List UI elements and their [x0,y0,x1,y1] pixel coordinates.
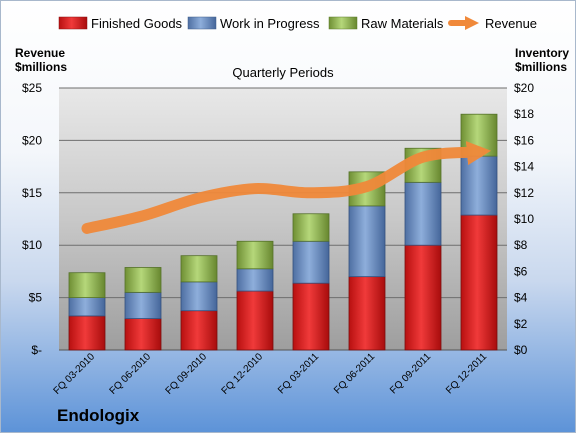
bar-work-in-progress [124,291,162,319]
legend-swatch-finished-goods [58,16,88,30]
bar-work-in-progress [180,281,218,312]
category-label: FQ 06-2011 [332,351,377,396]
right-tick-label: $18 [514,107,534,121]
category-label: FQ 09-2011 [388,351,433,396]
bar-raw-materials [180,255,218,283]
right-tick-label: $4 [514,291,528,305]
left-tick-label: $25 [22,81,42,95]
legend-label-raw-materials: Raw Materials [361,16,444,31]
legend-label-work-in-progress: Work in Progress [220,16,320,31]
bar-finished-goods [68,315,106,351]
left-axis-title-line2: $millions [15,60,67,74]
category-label: FQ 12-2011 [444,351,489,396]
left-tick-label: $20 [22,133,42,147]
bar-work-in-progress [68,297,106,317]
legend-swatch-raw-materials [328,16,358,30]
legend: Finished Goods Work in Progress Raw Mate… [58,16,537,31]
left-tick-label: $- [31,343,42,357]
legend-swatch-work-in-progress [187,16,217,30]
right-axis-title-line2: $millions [515,60,567,74]
category-label: FQ 06-2010 [108,351,154,397]
category-labels: FQ 03-2010 FQ 06-2010 FQ 09-2010 FQ 12-2010… [52,351,490,397]
category-label: FQ 12-2010 [220,351,266,397]
bar-finished-goods [460,214,498,351]
bar-finished-goods [236,290,274,351]
right-tick-label: $20 [514,81,534,95]
bar-finished-goods [404,244,442,351]
chart-subtitle: Quarterly Periods [232,65,334,80]
left-axis-title-line1: Revenue [15,46,65,60]
left-tick-label: $5 [29,291,43,305]
legend-label-revenue: Revenue [485,16,537,31]
bar-raw-materials [236,240,274,270]
bar-raw-materials [124,267,162,293]
right-tick-label: $12 [514,186,534,200]
bar-work-in-progress [404,181,442,246]
bar-finished-goods [348,276,386,351]
right-tick-label: $10 [514,212,534,226]
right-tick-label: $6 [514,264,528,278]
right-axis-title-line1: Inventory [515,46,569,60]
right-tick-label: $2 [514,317,528,331]
left-tick-label: $15 [22,186,42,200]
category-label: FQ 03-2011 [276,351,321,396]
left-tick-label: $10 [22,238,42,252]
bar-finished-goods [124,318,162,351]
company-name: Endologix [57,406,140,425]
left-axis-ticks: $- $5 $10 $15 $20 $25 [22,81,42,357]
bar-raw-materials [68,272,106,298]
right-tick-label: $8 [514,238,528,252]
category-label: FQ 03-2010 [52,351,98,397]
legend-swatch-revenue-arrow [465,16,479,30]
category-label: FQ 09-2010 [164,351,210,397]
bar-work-in-progress [292,240,330,284]
right-tick-label: $16 [514,133,534,147]
legend-label-finished-goods: Finished Goods [91,16,183,31]
bar-work-in-progress [348,205,386,278]
bar-raw-materials [292,213,330,242]
right-tick-label: $0 [514,343,528,357]
right-tick-label: $14 [514,160,534,174]
bar-work-in-progress [460,155,498,216]
right-axis-ticks: $0 $2 $4 $6 $8 $10 $12 $14 $16 $18 $20 [514,81,534,357]
bar-finished-goods [180,310,218,351]
bar-finished-goods [292,282,330,351]
bar-work-in-progress [236,268,274,292]
bars [68,113,498,351]
revenue-line [81,141,492,234]
